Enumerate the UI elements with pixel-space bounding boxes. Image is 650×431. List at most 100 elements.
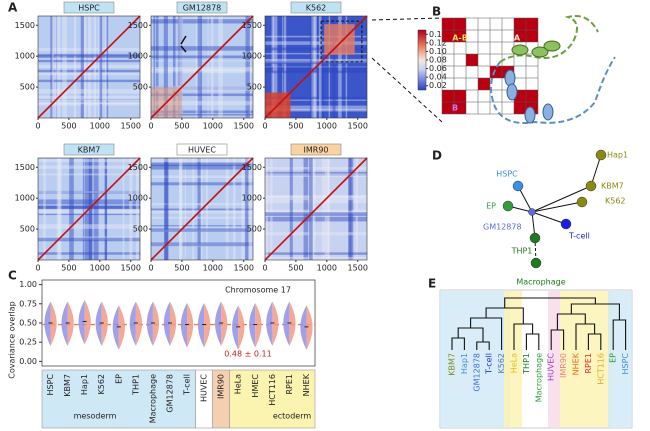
heatmap-stripe <box>38 236 140 240</box>
heatmap-stripe <box>324 158 329 260</box>
network-edge <box>531 211 567 225</box>
heatmap-stripe <box>38 89 140 94</box>
heatmap-stripe <box>151 113 253 116</box>
heatmap-stripe <box>192 158 195 260</box>
network-node <box>528 208 536 216</box>
heatmap-stripe <box>265 252 367 255</box>
heatmap-title: K562 <box>306 4 327 13</box>
heatmap-stripe <box>321 158 326 260</box>
heatmap-stripe <box>151 225 253 227</box>
leaf-label: K562 <box>497 353 506 374</box>
heatmap-stripe <box>151 182 253 186</box>
heatmap-stripe <box>151 66 253 72</box>
dendro-link <box>504 297 596 308</box>
x-tick-label: NHEK <box>302 373 311 396</box>
heatmap-diagonal <box>264 157 368 261</box>
violin-left <box>95 301 102 347</box>
heatmap-title: HSPC <box>78 4 100 13</box>
compartment-label: A-B <box>452 34 468 43</box>
group-box <box>41 369 196 429</box>
heatmap-stripe <box>151 210 253 214</box>
leaf-label: RPE1 <box>584 353 593 374</box>
y-tick-label: 1000 <box>242 52 262 61</box>
matrix-cell <box>514 18 526 30</box>
leaf-label: Hap1 <box>460 353 469 374</box>
heatmap-stripe <box>38 47 140 50</box>
x-tick-label: KBM7 <box>63 374 72 397</box>
matrix-cell <box>442 18 454 30</box>
matrix-cell <box>442 30 454 42</box>
heatmap-title: GM12878 <box>183 4 222 13</box>
heatmap-stripe <box>265 35 367 38</box>
heatmap-stripe <box>195 16 201 118</box>
node-label: GM12878 <box>483 223 522 232</box>
leaf-label: HCT116 <box>596 353 605 385</box>
heatmap-stripe <box>265 109 367 112</box>
heatmap-stripe <box>311 16 315 118</box>
node-label: Macrophage <box>516 278 565 287</box>
violin-left <box>61 301 68 347</box>
arrow <box>180 35 187 53</box>
violin-right <box>187 303 194 348</box>
x-tick-label: 1500 <box>348 264 368 273</box>
network-edge <box>531 201 583 213</box>
heatmap-stripe <box>265 47 367 51</box>
x-tick-label: 1500 <box>234 264 254 273</box>
colorbar-label: 0.06 <box>429 64 447 73</box>
heatmap-stripe <box>122 158 125 260</box>
heatmap-stripe <box>38 49 140 51</box>
heatmap-stripe <box>197 158 201 260</box>
y-tick-label: 1500 <box>15 21 35 30</box>
heatmap-stripe <box>177 16 180 118</box>
heatmap-stripe <box>151 101 253 106</box>
x-tick-label: GM12878 <box>165 374 174 413</box>
heatmap-stripe <box>270 158 273 260</box>
heatmap-stripe <box>38 102 140 105</box>
heatmap-stripe <box>38 224 140 229</box>
panel-label: D <box>432 149 442 163</box>
violin-left <box>112 305 119 350</box>
nucleosome <box>531 46 549 58</box>
heatmap-stripe <box>345 16 348 118</box>
violin-right <box>169 301 177 347</box>
heatmap-stripe <box>38 191 140 193</box>
violin-left <box>266 301 273 347</box>
heatmap-stripe <box>151 93 253 97</box>
nucleosome <box>543 40 561 52</box>
matrix-cell <box>454 102 466 114</box>
heatmap-stripe <box>151 162 253 167</box>
x-tick-label: T-cell <box>183 374 192 396</box>
heatmap-stripe <box>55 16 61 118</box>
heatmap-title-box <box>176 1 228 14</box>
heatmap-stripe <box>151 164 253 170</box>
x-tick-label: HCT116 <box>268 374 277 406</box>
heatmap-stripe <box>244 158 249 260</box>
y-tick-label: 1000 <box>242 194 262 203</box>
matrix-cell <box>526 18 538 30</box>
node-label: EP <box>486 202 496 211</box>
x-tick-label: 1500 <box>121 122 141 131</box>
heatmap-stripe <box>265 41 367 45</box>
colorbar-label: 0.04 <box>429 73 447 82</box>
zoom-line <box>371 17 443 123</box>
heatmap-stripe <box>38 95 140 101</box>
heatmap-diagonal <box>264 15 368 119</box>
leaf-label: THP1 <box>522 353 531 375</box>
network-node <box>585 180 597 192</box>
heatmap-stripe <box>151 68 253 74</box>
network-node <box>595 149 607 161</box>
heatmap-stripe <box>310 158 316 260</box>
violin-right <box>272 301 279 347</box>
network-node <box>530 257 542 269</box>
network-edge <box>590 154 602 187</box>
colorbar-label: 0.14 <box>429 30 447 39</box>
heatmap-stripe <box>38 213 140 216</box>
x-tick-label: Macrophage <box>148 374 157 423</box>
heatmap-stripe <box>104 158 108 260</box>
compartment-label: B <box>452 104 458 113</box>
matrix-cell <box>466 54 478 66</box>
y-tick-label: 0.50 <box>19 319 37 328</box>
heatmap-frame <box>37 15 141 119</box>
group-label: mesoderm <box>74 412 117 421</box>
